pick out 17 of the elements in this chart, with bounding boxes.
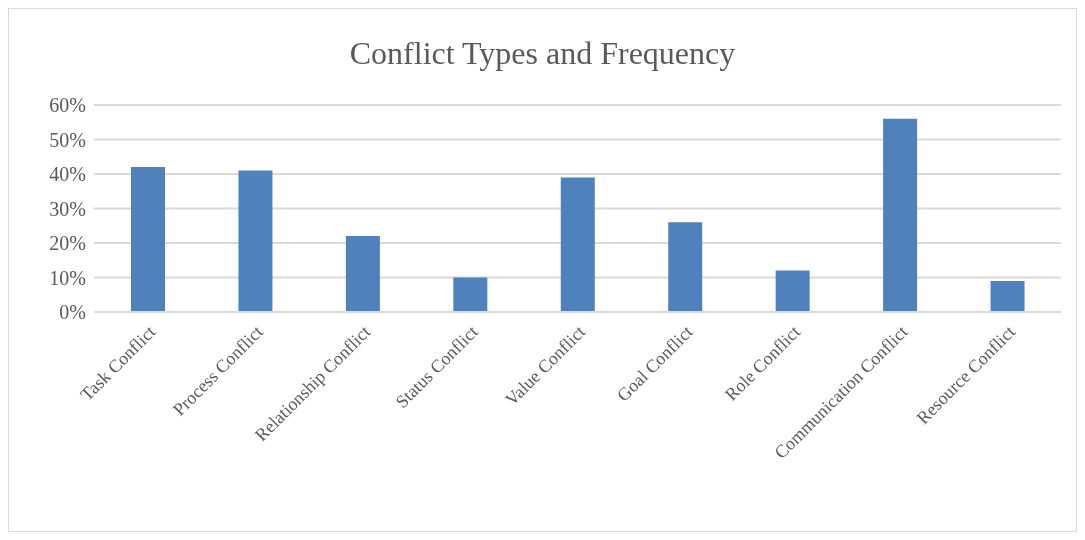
bar [883,118,918,312]
bar [668,222,703,312]
bar [560,177,595,312]
chart-title: Conflict Types and Frequency [348,35,737,72]
bar [131,167,165,312]
bar [453,277,488,312]
y-tick-label: 60% [49,94,86,117]
bar [345,236,380,312]
bar [990,280,1025,312]
y-tick-label: 30% [49,197,86,220]
y-tick-label: 50% [49,128,86,151]
y-tick-label: 10% [49,266,86,289]
bar [775,270,810,312]
y-tick-label: 40% [49,163,86,186]
y-tick-label: 20% [49,232,86,255]
y-tick-label: 0% [59,301,86,324]
bar [238,170,273,312]
